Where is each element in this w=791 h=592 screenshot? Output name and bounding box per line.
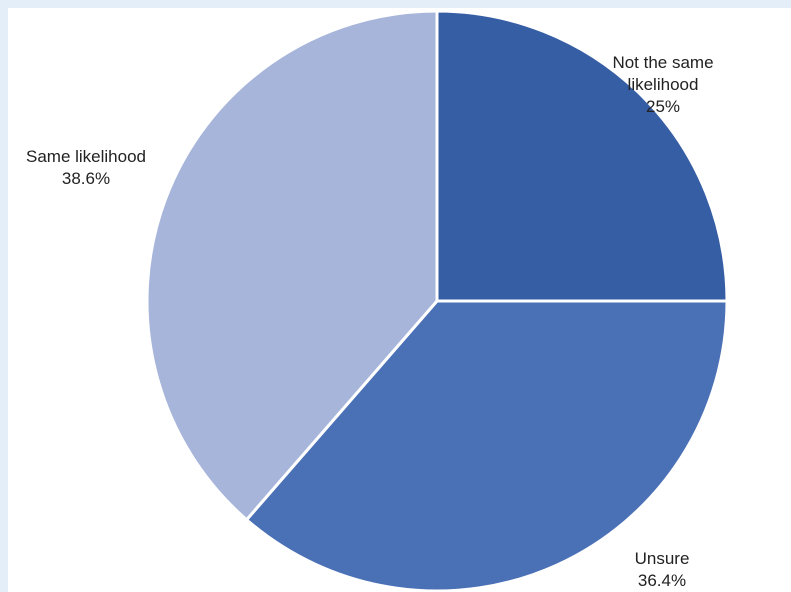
pie-chart <box>145 9 729 592</box>
slice-value-label: 38.6% <box>61 169 111 188</box>
slice-label-line: Unsure <box>634 549 690 568</box>
slice-label-line: Not the same <box>612 53 714 72</box>
slice-label-unsure: Unsure 36.4% <box>612 548 712 592</box>
pie-slice-unsure <box>244 299 729 592</box>
slice-label-line: likelihood <box>627 75 699 94</box>
slice-label-not-the-same: Not the same likelihood 25% <box>593 52 733 118</box>
pie-slice-not-the-same-likelihood <box>435 9 729 303</box>
slice-value-label: 25% <box>645 97 681 116</box>
slice-label-line: Same likelihood <box>25 147 146 166</box>
chart-panel: Not the same likelihood 25% Unsure 36.4%… <box>8 8 791 592</box>
pie-slice-same-likelihood <box>145 9 439 522</box>
slice-label-same-likelihood: Same likelihood 38.6% <box>8 146 166 190</box>
slice-value-label: 36.4% <box>637 571 687 590</box>
